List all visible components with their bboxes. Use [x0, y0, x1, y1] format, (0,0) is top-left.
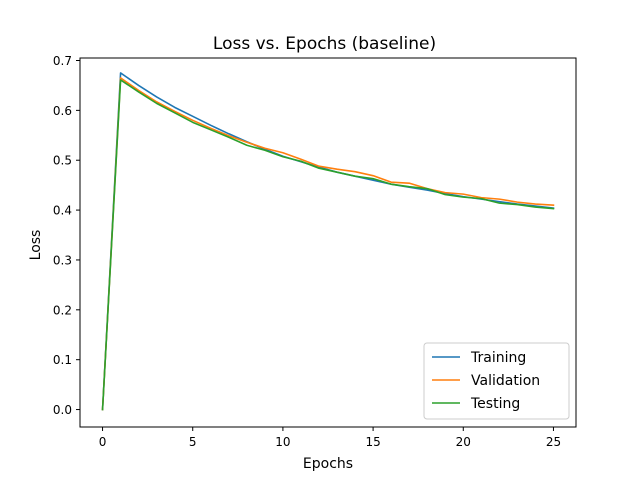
y-tick-label: 0.2: [53, 303, 72, 317]
series-line-validation: [101, 77, 555, 411]
legend-label-validation: Validation: [471, 373, 540, 389]
y-tick-label: 0.1: [53, 353, 72, 367]
y-axis: 0.0 0.1 0.2 0.3 0.4 0.5 0.6 0.7: [53, 54, 80, 417]
x-tick-label: 10: [275, 435, 290, 449]
legend-box: [423, 342, 570, 420]
x-tick-label: 5: [189, 435, 197, 449]
y-tick-label: 0.0: [53, 403, 72, 417]
y-axis-label: Loss: [28, 230, 44, 261]
legend: Training Validation Testing: [423, 342, 570, 420]
x-axis-label: Epochs: [303, 456, 353, 472]
series-line-testing: [101, 79, 555, 411]
x-tick-label: 20: [456, 435, 471, 449]
y-tick-label: 0.4: [53, 204, 72, 218]
y-tick-label: 0.6: [53, 104, 72, 118]
plot-frame: [79, 57, 577, 428]
x-tick-label: 25: [546, 435, 561, 449]
x-tick-label: 0: [99, 435, 107, 449]
x-axis: 0 5 10 15 20 25: [99, 427, 561, 449]
y-tick-label: 0.5: [53, 154, 72, 168]
legend-label-training: Training: [470, 350, 526, 366]
y-tick-label: 0.7: [53, 54, 72, 68]
legend-label-testing: Testing: [470, 396, 520, 412]
plot-area: [79, 57, 577, 428]
x-tick-label: 15: [365, 435, 380, 449]
chart-title: Loss vs. Epochs (baseline): [213, 34, 436, 54]
y-tick-label: 0.3: [53, 253, 72, 267]
